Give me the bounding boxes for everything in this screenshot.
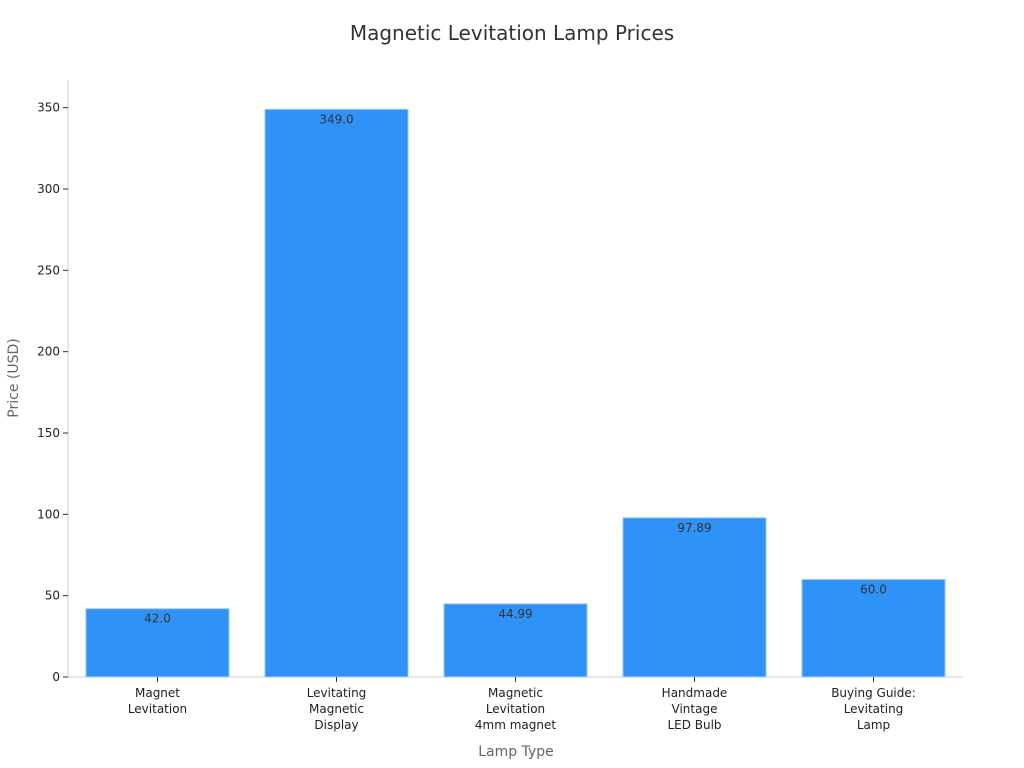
bar-value-label: 349.0 bbox=[319, 112, 353, 126]
y-axis-title: Price (USD) bbox=[6, 338, 22, 417]
bar bbox=[85, 608, 230, 678]
x-tick-label-line: 4mm magnet bbox=[475, 718, 556, 732]
x-tick-label-line: Vintage bbox=[672, 702, 718, 716]
bar bbox=[264, 108, 409, 678]
x-axis-ticks: Magnet Levitation Levitating Magnetic Displa… bbox=[128, 677, 916, 732]
x-tick-label-line: Levitation bbox=[128, 702, 187, 716]
chart-title: Magnetic Levitation Lamp Prices bbox=[350, 21, 674, 45]
x-axis-title: Lamp Type bbox=[478, 744, 554, 760]
x-tick-label-line: Magnet bbox=[135, 686, 180, 700]
x-tick-label-line: LED Bulb bbox=[667, 718, 721, 732]
x-tick-label-line: Handmade bbox=[662, 686, 728, 700]
bar-value-label: 44.99 bbox=[498, 607, 532, 621]
x-tick-label-line: Levitation bbox=[486, 702, 545, 716]
y-tick-label: 200 bbox=[37, 345, 60, 359]
y-tick-label: 0 bbox=[52, 670, 60, 684]
x-tick-label: Magnetic Levitation 4mm magnet bbox=[475, 686, 556, 732]
x-tick-label: Buying Guide: Levitating Lamp bbox=[831, 686, 916, 732]
y-tick-label: 150 bbox=[37, 426, 60, 440]
data-labels-group: 42.0 349.0 44.99 97.89 60.0 bbox=[144, 112, 887, 625]
y-tick-label: 100 bbox=[37, 507, 60, 521]
bar-value-label: 42.0 bbox=[144, 612, 171, 626]
bar bbox=[443, 603, 588, 678]
x-tick-label-line: Levitating bbox=[844, 702, 904, 716]
x-tick-label-line: Buying Guide: bbox=[831, 686, 916, 700]
y-axis-ticks: 0 50 100 150 200 250 300 350 bbox=[37, 101, 68, 684]
bar-value-label: 97.89 bbox=[677, 521, 711, 535]
x-tick-label-line: Levitating bbox=[307, 686, 367, 700]
y-tick-label: 300 bbox=[37, 182, 60, 196]
x-tick-label-line: Magnetic bbox=[309, 702, 364, 716]
x-tick-label: Levitating Magnetic Display bbox=[307, 686, 367, 732]
x-tick-label-line: Display bbox=[314, 718, 358, 732]
bars-group bbox=[85, 108, 946, 678]
x-tick-label-line: Lamp bbox=[857, 718, 890, 732]
x-tick-label: Magnet Levitation bbox=[128, 686, 187, 716]
bar-value-label: 60.0 bbox=[860, 582, 887, 596]
x-tick-label-line: Magnetic bbox=[488, 686, 543, 700]
y-tick-label: 250 bbox=[37, 263, 60, 277]
bar bbox=[622, 517, 767, 678]
x-tick-label: Handmade Vintage LED Bulb bbox=[662, 686, 728, 732]
y-tick-label: 50 bbox=[45, 589, 60, 603]
y-tick-label: 350 bbox=[37, 101, 60, 115]
